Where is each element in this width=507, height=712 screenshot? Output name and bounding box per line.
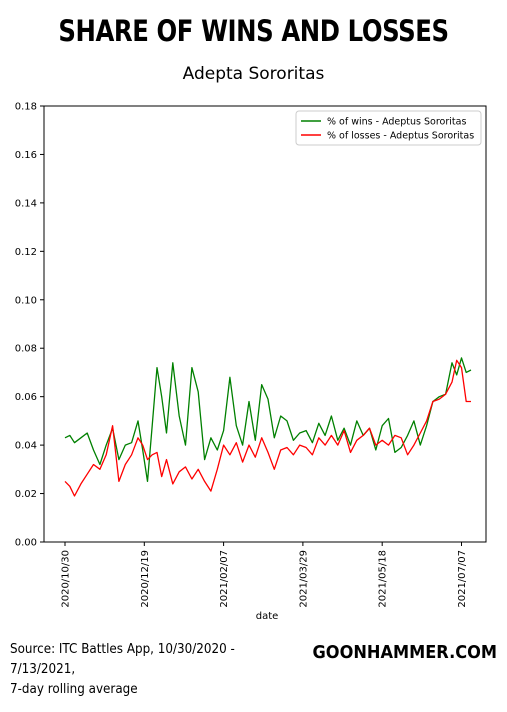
- y-tick-label: 0.12: [15, 247, 37, 258]
- y-tick-label: 0.14: [15, 198, 37, 209]
- x-tick-label: 2021/02/07: [219, 550, 230, 608]
- y-tick-label: 0.16: [15, 150, 37, 161]
- y-tick-label: 0.06: [15, 392, 37, 403]
- x-tick-label: 2021/03/29: [298, 550, 309, 608]
- y-tick-label: 0.18: [15, 102, 37, 113]
- legend-label: % of losses - Adeptus Sororitas: [327, 131, 474, 142]
- x-tick-label: 2020/10/30: [61, 550, 72, 608]
- chart-subtitle: Adepta Sororitas: [182, 64, 325, 84]
- plot-lines: [64, 357, 472, 497]
- x-tick-label: 2021/07/07: [457, 550, 468, 608]
- y-tick-label: 0.04: [15, 441, 37, 452]
- chart-title: SHARE OF WINS AND LOSSES: [58, 14, 449, 48]
- axes-frame: [43, 105, 487, 543]
- series-line-wins: [64, 357, 472, 483]
- brand-logo-text[interactable]: GOONHAMMER.COM: [312, 642, 497, 663]
- y-tick-label: 0.00: [15, 538, 37, 549]
- y-tick-label: 0.02: [15, 489, 37, 500]
- source-note: Source: ITC Battles App, 10/30/2020 - 7/…: [10, 640, 286, 700]
- y-axis: 0.00 0.02 0.04 0.06 0.08 0.10 0.12 0.14 0.16 0.18: [15, 102, 44, 549]
- x-tick-label: 2020/12/19: [140, 550, 151, 608]
- legend-label: % of wins - Adeptus Sororitas: [327, 117, 466, 128]
- source-line-1: Source: ITC Battles App, 10/30/2020 - 7/…: [10, 642, 235, 677]
- legend: % of wins - Adeptus Sororitas % of losses…: [295, 110, 482, 146]
- x-tick-label: 2021/05/18: [378, 550, 389, 608]
- y-tick-label: 0.08: [15, 344, 37, 355]
- series-line-losses: [64, 359, 471, 497]
- legend-box: [295, 110, 482, 146]
- y-tick-label: 0.10: [15, 295, 37, 306]
- source-line-2: 7-day rolling average: [10, 682, 138, 697]
- x-axis: 2020/10/30 2020/12/19 2021/02/07 2021/03/29…: [61, 542, 468, 608]
- x-axis-label: date: [256, 611, 279, 622]
